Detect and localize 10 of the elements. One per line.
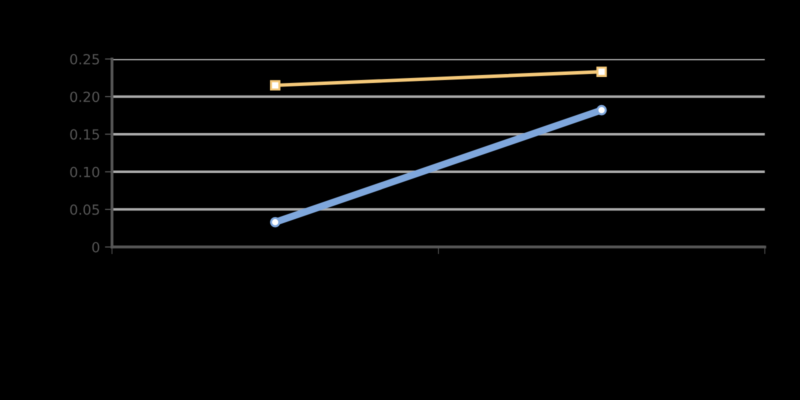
point	[270, 216, 280, 228]
y-tick-label: 0.25	[70, 54, 99, 64]
point	[270, 80, 280, 91]
y-tick-label: 0.15	[70, 129, 99, 140]
y-tick-label: 0.05	[70, 204, 99, 215]
point	[596, 66, 607, 77]
y-tick-label: 0.10	[70, 166, 100, 178]
y-tick-label: 0.20	[70, 92, 100, 102]
y-tick-label: 0	[92, 242, 100, 252]
point	[596, 104, 607, 116]
